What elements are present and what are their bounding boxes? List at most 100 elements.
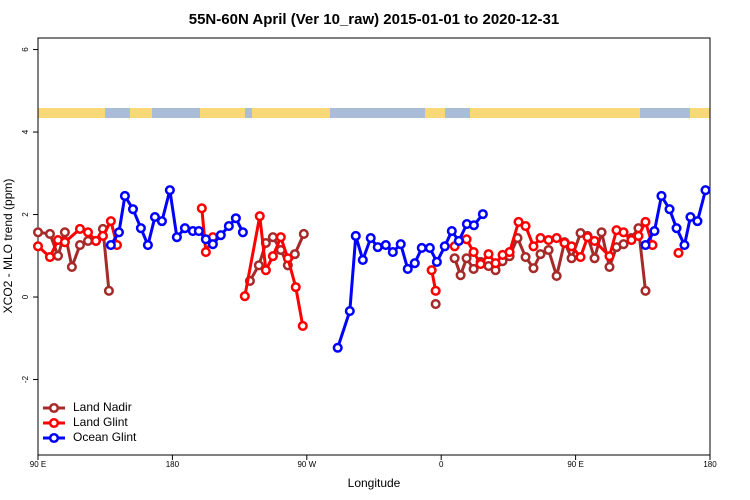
point (237, 227, 248, 238)
point (350, 230, 361, 242)
point (528, 263, 539, 274)
point (82, 235, 94, 246)
series-line (38, 208, 678, 326)
x-tick-label: 180 (166, 460, 180, 469)
point (66, 261, 77, 272)
point (468, 263, 479, 275)
point (446, 225, 457, 237)
point (74, 240, 86, 251)
point (618, 227, 629, 238)
point (44, 251, 55, 263)
legend-label: Ocean Glint (73, 430, 137, 444)
point (468, 220, 479, 231)
x-tick-label: 90 E (567, 460, 583, 469)
point (395, 239, 406, 250)
point (575, 251, 586, 263)
y-tick-label: 4 (21, 129, 30, 134)
point (74, 223, 86, 235)
point (528, 241, 539, 252)
point (82, 227, 94, 238)
point (90, 235, 101, 246)
point (200, 234, 211, 245)
point (230, 213, 241, 224)
point (119, 190, 130, 202)
point (357, 254, 368, 265)
point (52, 250, 64, 261)
point (372, 242, 383, 253)
point (477, 209, 488, 220)
point (267, 232, 278, 243)
legend-marker (48, 432, 60, 444)
point (196, 203, 207, 214)
point (298, 228, 309, 239)
point (679, 240, 690, 251)
point (289, 249, 300, 260)
point (59, 237, 70, 248)
x-tick-label: 0 (439, 460, 444, 469)
point (626, 235, 637, 246)
point (551, 232, 562, 244)
point (535, 232, 546, 244)
point (455, 270, 466, 281)
point (692, 216, 703, 227)
point (142, 240, 153, 251)
y-tick-label: 2 (21, 212, 30, 217)
point (513, 216, 524, 228)
point (44, 228, 55, 239)
point (468, 247, 479, 258)
legend-marker (48, 402, 60, 414)
point (640, 285, 651, 296)
point (566, 241, 577, 252)
x-tick-label: 90 W (297, 460, 316, 469)
point (380, 240, 391, 251)
point (32, 227, 44, 238)
point (633, 230, 644, 242)
point (604, 261, 615, 272)
point (164, 185, 175, 196)
point (656, 190, 667, 202)
point (551, 270, 562, 282)
point (589, 253, 600, 264)
point (207, 239, 218, 250)
point (431, 256, 442, 268)
point (504, 247, 515, 258)
point (267, 251, 278, 262)
land-ocean-strip (38, 108, 710, 118)
point (105, 216, 116, 227)
point (290, 282, 301, 293)
point (475, 258, 486, 270)
point (439, 241, 450, 252)
point (103, 285, 114, 296)
point (649, 225, 660, 237)
point (535, 249, 546, 260)
legend-marker (48, 417, 60, 429)
point (253, 260, 264, 271)
point (543, 244, 554, 256)
point (254, 211, 265, 222)
point (171, 232, 182, 243)
point (179, 223, 190, 234)
point (282, 253, 293, 264)
point (297, 320, 308, 331)
point (416, 242, 427, 253)
point (260, 265, 271, 276)
point (193, 225, 204, 237)
point (32, 241, 44, 252)
point (618, 239, 629, 250)
point (426, 265, 437, 276)
x-axis-label: Longitude (348, 476, 401, 490)
point (430, 285, 441, 296)
point (664, 204, 675, 215)
point (135, 223, 146, 234)
point (520, 251, 531, 263)
point (673, 247, 684, 258)
point (461, 234, 472, 245)
y-tick-label: 6 (21, 47, 30, 52)
point (97, 230, 109, 242)
point (671, 223, 682, 234)
point (685, 211, 696, 223)
point (604, 251, 615, 262)
point (127, 204, 139, 215)
point (239, 291, 250, 302)
